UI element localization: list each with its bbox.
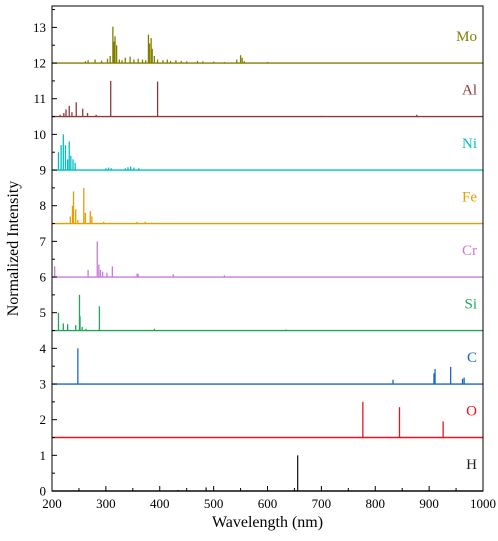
series-label-o: O <box>466 404 477 420</box>
series-label-si: Si <box>464 297 477 313</box>
series-label-al: Al <box>462 83 477 99</box>
series-ni: Ni <box>52 134 483 171</box>
y-tick-label-10: 10 <box>33 127 46 142</box>
x-axis-label: Wavelength (nm) <box>212 514 323 531</box>
x-tick-label-8: 1000 <box>470 496 496 511</box>
series-mo: Mo <box>52 26 483 64</box>
y-tick-label-5: 5 <box>40 305 47 320</box>
series-cr: Cr <box>52 241 483 278</box>
x-tick-label-0: 200 <box>42 496 62 511</box>
y-tick-label-2: 2 <box>40 412 47 427</box>
series-label-fe: Fe <box>462 190 477 206</box>
series-h: H <box>52 455 483 492</box>
series-label-ni: Ni <box>462 136 477 152</box>
y-tick-label-7: 7 <box>40 234 47 249</box>
x-tick-label-4: 600 <box>258 496 278 511</box>
y-tick-label-1: 1 <box>40 448 47 463</box>
series-al: Al <box>52 80 483 118</box>
series-label-cr: Cr <box>462 243 477 259</box>
series-label-c: C <box>467 350 477 366</box>
y-tick-label-13: 13 <box>33 20 46 35</box>
y-tick-label-0: 0 <box>40 484 47 499</box>
plot-frame <box>51 5 484 492</box>
y-tick-label-9: 9 <box>40 163 47 178</box>
series-label-mo: Mo <box>456 29 477 45</box>
series-o: O <box>52 401 483 439</box>
y-tick-label-3: 3 <box>40 377 47 392</box>
x-tick-label-1: 300 <box>96 496 116 511</box>
y-tick-label-8: 8 <box>40 198 47 213</box>
series-si: Si <box>52 294 483 332</box>
series-c: C <box>52 348 483 385</box>
y-tick-label-6: 6 <box>40 270 47 285</box>
y-tick-label-11: 11 <box>33 91 46 106</box>
series-label-h: H <box>466 457 477 473</box>
x-tick-label-7: 900 <box>419 496 439 511</box>
x-tick-label-5: 700 <box>312 496 332 511</box>
x-tick-label-3: 500 <box>204 496 224 511</box>
axes: 200 300 400 500 600 700 800 900 1000012345678910… <box>33 9 496 511</box>
y-tick-label-4: 4 <box>40 341 47 356</box>
x-tick-label-2: 400 <box>150 496 170 511</box>
y-axis-label: Normalized Intensity <box>5 181 22 317</box>
y-tick-label-12: 12 <box>33 56 46 71</box>
series-fe: Fe <box>52 187 483 225</box>
x-tick-label-6: 800 <box>366 496 386 511</box>
